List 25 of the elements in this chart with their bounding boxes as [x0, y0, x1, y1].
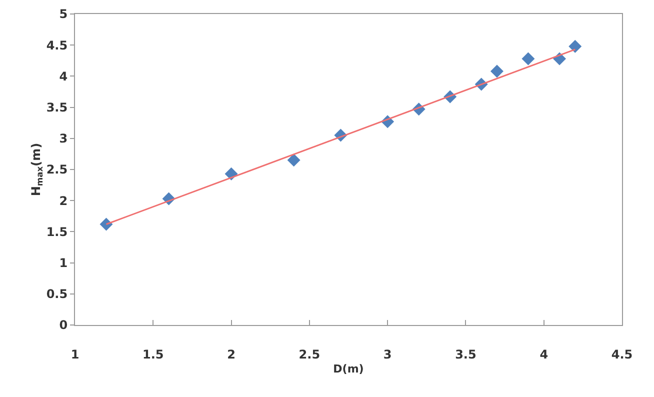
x-tick-label: 4: [540, 347, 548, 362]
point: [568, 40, 582, 53]
y-tick-label: 1.5: [46, 224, 68, 239]
y-tick-label: 0: [59, 318, 68, 332]
x-axis-title: D(m): [333, 362, 364, 376]
x-tick-label: 2: [227, 347, 236, 362]
y-tick-label: 2: [59, 194, 68, 208]
y-tick-label: 3.5: [46, 100, 68, 114]
y-tick-label: 4.5: [46, 38, 68, 52]
x-tick-label: 3.5: [455, 347, 476, 362]
y-tick-label: 5: [59, 7, 68, 22]
y-tick-label: 4: [59, 69, 68, 84]
point: [490, 64, 504, 78]
point: [100, 218, 113, 231]
y-tick-label: 0.5: [46, 287, 68, 302]
x-tick-label: 3: [383, 347, 392, 362]
point: [522, 52, 535, 66]
x-tick-label: 1: [70, 347, 80, 362]
x-tick-label: 1.5: [142, 347, 164, 362]
point: [287, 154, 300, 167]
x-tick-label: 4.5: [611, 347, 633, 362]
x-tick-label: 2.5: [298, 347, 320, 362]
y-tick-label: 2.5: [46, 162, 68, 177]
y-tick-label: 1: [59, 256, 68, 270]
y-tick-label: 3: [59, 132, 68, 146]
